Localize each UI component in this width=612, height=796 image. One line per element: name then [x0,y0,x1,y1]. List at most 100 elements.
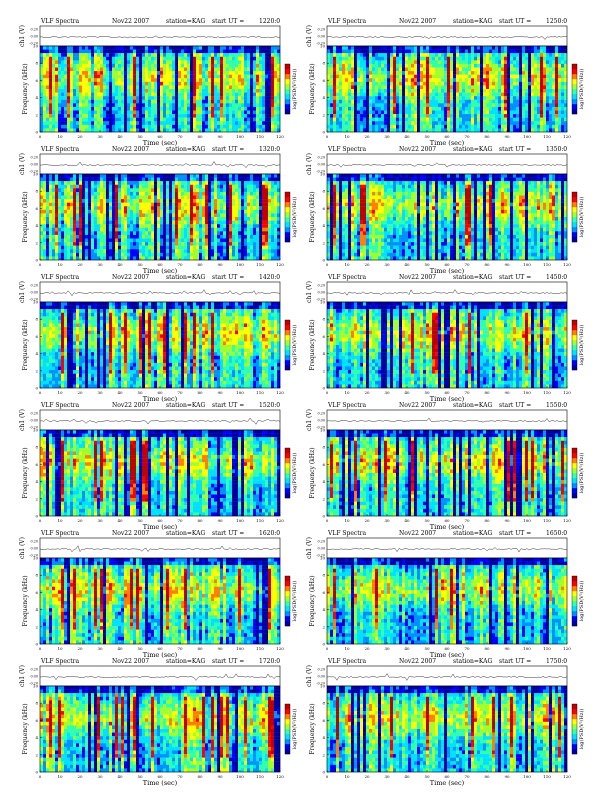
spectrogram-cell [244,121,247,125]
spectrogram-cell [375,93,378,97]
spectrogram-cell [82,174,85,178]
spectrogram-cell [124,57,127,61]
spectrogram-cell [181,192,184,196]
spectrogram-cell [411,111,414,115]
spectrogram-cell [82,93,85,97]
spectrogram-cell [103,199,106,203]
spectrogram-cell [70,100,73,104]
spectrogram-cell [217,178,220,182]
spectrogram-cell [259,53,262,57]
spectrogram-cell [49,199,52,203]
spectrogram-cell [79,78,82,82]
spectrogram-cell [513,82,516,86]
spectrogram-cell [148,213,151,217]
spectrogram-cell [345,114,348,118]
spectrogram-cell [115,217,118,221]
spectrogram-cell [52,50,55,54]
spectrogram-cell [435,111,438,115]
spectrogram-cell [241,107,244,111]
spectrogram-cell [330,53,333,57]
spectrogram-cell [330,57,333,61]
spectrogram-cell [235,103,238,107]
spectrogram-cell [58,181,61,185]
spectrogram-cell [247,89,250,93]
spectrogram-cell [124,53,127,57]
spectrogram-cell [265,50,268,54]
spectrogram-cell [333,103,336,107]
spectrogram-cell [253,78,256,82]
spectrogram-cell [360,100,363,104]
spectrogram-cell [151,181,154,185]
spectrogram-cell [181,68,184,72]
spectrogram-cell [432,121,435,125]
spectrogram-cell [543,103,546,107]
spectrogram-cell [327,60,330,64]
spectrogram-cell [333,93,336,97]
spectrogram-cell [220,60,223,64]
spectrogram-cell [205,174,208,178]
spectrogram-cell [229,210,232,214]
spectrogram-cell [82,85,85,89]
spectrogram-cell [142,78,145,82]
spectrogram-cell [414,85,417,89]
spectrogram-cell [396,100,399,104]
spectrogram-cell [46,46,49,50]
spectrogram-cell [112,46,115,50]
spectrogram-cell [378,68,381,72]
spectrogram-cell [187,50,190,54]
spectrogram-cell [238,178,241,182]
spectrogram-cell [190,75,193,79]
spectrogram-cell [43,100,46,104]
spectrogram-cell [199,89,202,93]
spectrogram-cell [160,213,163,217]
spectrogram-cell [160,128,163,132]
spectrogram-cell [58,178,61,182]
spectrogram-cell [244,188,247,192]
spectrogram-cell [166,213,169,217]
spectrogram-cell [82,181,85,185]
spectrogram-cell [426,111,429,115]
spectrogram-cell [46,85,49,89]
spectrogram-cell [402,64,405,68]
spectrogram-cell [205,199,208,203]
spectrogram-cell [244,125,247,129]
spectrogram-cell [142,210,145,214]
spectrogram-cell [226,203,229,207]
spectrogram-cell [387,60,390,64]
spectrogram-cell [414,118,417,122]
spectrogram-cell [166,203,169,207]
spectrogram-cell [345,96,348,100]
spectrogram-cell [58,111,61,115]
spectrogram-cell [88,188,91,192]
spectrogram-cell [271,203,274,207]
spectrogram-cell [363,118,366,122]
spectrogram-cell [351,103,354,107]
spectrogram-cell [259,181,262,185]
spectrogram-cell [76,128,79,132]
spectrogram-cell [423,96,426,100]
spectrogram-cell [253,89,256,93]
spectrogram-cell [118,199,121,203]
spectrogram-cell [396,82,399,86]
spectrogram-cell [184,121,187,125]
spectrogram-cell [381,118,384,122]
spectrogram-cell [154,103,157,107]
spectrogram-cell [450,125,453,129]
spectrogram-cell [492,96,495,100]
spectrogram-cell [402,107,405,111]
spectrogram-cell [61,210,64,214]
spectrogram-cell [208,85,211,89]
spectrogram-cell [115,114,118,118]
spectrogram-cell [244,60,247,64]
spectrogram-cell [333,60,336,64]
spectrogram-cell [172,125,175,129]
spectrogram-cell [450,60,453,64]
spectrogram-cell [474,60,477,64]
spectrogram-cell [426,107,429,111]
spectrogram-cell [79,196,82,200]
spectrogram-cell [163,75,166,79]
spectrogram-cell [235,196,238,200]
spectrogram-cell [393,107,396,111]
spectrogram-cell [187,93,190,97]
spectrogram-cell [561,107,564,111]
